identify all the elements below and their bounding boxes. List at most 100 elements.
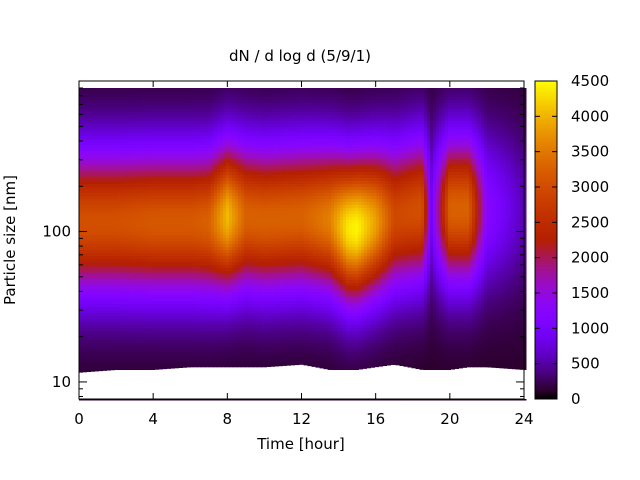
heatmap-cell <box>109 232 113 236</box>
heatmap-cell <box>208 109 212 113</box>
heatmap-cell <box>106 349 110 353</box>
heatmap-cell <box>97 196 101 200</box>
heatmap-cell <box>160 277 164 281</box>
heatmap-cell <box>109 190 113 194</box>
heatmap-cell <box>106 280 110 284</box>
heatmap-cell <box>139 154 143 158</box>
heatmap-cell <box>136 298 140 302</box>
heatmap-cell <box>88 214 92 218</box>
heatmap-cell <box>211 280 215 284</box>
heatmap-cell <box>175 190 179 194</box>
heatmap-cell <box>208 328 212 332</box>
heatmap-cell <box>190 274 194 278</box>
heatmap-cell <box>133 358 137 362</box>
heatmap-cell <box>175 289 179 293</box>
heatmap-cell <box>148 268 152 272</box>
heatmap-cell <box>112 361 116 365</box>
heatmap-cell <box>130 136 134 140</box>
heatmap-cell <box>136 265 140 269</box>
heatmap-cell <box>193 199 197 203</box>
heatmap-cell <box>151 292 155 296</box>
heatmap-cell <box>217 199 221 203</box>
heatmap-cell <box>151 325 155 329</box>
heatmap-cell <box>196 295 200 299</box>
heatmap-cell <box>163 298 167 302</box>
heatmap-cell <box>178 175 182 179</box>
heatmap-cell <box>97 259 101 263</box>
heatmap-cell <box>190 157 194 161</box>
heatmap-cell <box>202 190 206 194</box>
heatmap-cell <box>109 319 113 323</box>
heatmap-cell <box>196 94 200 98</box>
heatmap-cell <box>82 226 86 230</box>
heatmap-cell <box>193 190 197 194</box>
heatmap-cell <box>190 265 194 269</box>
heatmap-cell <box>196 361 200 365</box>
heatmap-cell <box>196 304 200 308</box>
heatmap-cell <box>196 172 200 176</box>
heatmap-cell <box>127 133 131 137</box>
heatmap-cell <box>112 205 116 209</box>
heatmap-cell <box>118 358 122 362</box>
heatmap-cell <box>97 271 101 275</box>
heatmap-cell <box>106 232 110 236</box>
heatmap-cell <box>151 229 155 233</box>
heatmap-cell <box>196 136 200 140</box>
heatmap-cell <box>136 337 140 341</box>
heatmap-cell <box>157 241 161 245</box>
heatmap-cell <box>88 226 92 230</box>
heatmap-cell <box>106 124 110 128</box>
heatmap-cell <box>169 256 173 260</box>
heatmap-cell <box>130 289 134 293</box>
heatmap-cell <box>184 271 188 275</box>
heatmap-cell <box>154 148 158 152</box>
heatmap-cell <box>148 346 152 350</box>
heatmap-cell <box>175 172 179 176</box>
heatmap-cell <box>202 274 206 278</box>
heatmap-cell <box>127 184 131 188</box>
heatmap-cell <box>190 154 194 158</box>
heatmap-cell <box>172 271 176 275</box>
heatmap-cell <box>181 334 185 338</box>
heatmap-cell <box>175 130 179 134</box>
heatmap-cell <box>118 364 122 368</box>
heatmap-cell <box>154 313 158 317</box>
heatmap-cell <box>112 355 116 359</box>
heatmap-cell <box>205 157 209 161</box>
heatmap-cell <box>160 355 164 359</box>
heatmap-cell <box>100 139 104 143</box>
heatmap-cell <box>79 280 83 284</box>
heatmap-cell <box>112 268 116 272</box>
heatmap-cell <box>106 214 110 218</box>
heatmap-cell <box>121 109 125 113</box>
heatmap-cell <box>220 202 224 206</box>
heatmap-cell <box>208 166 212 170</box>
heatmap-cell <box>214 106 218 110</box>
heatmap-cell <box>103 358 107 362</box>
heatmap-cell <box>151 148 155 152</box>
heatmap-cell <box>199 334 203 338</box>
heatmap-cell <box>139 226 143 230</box>
heatmap-cell <box>193 304 197 308</box>
heatmap-cell <box>169 304 173 308</box>
heatmap-cell <box>94 205 98 209</box>
heatmap-cell <box>205 244 209 248</box>
heatmap-cell <box>181 94 185 98</box>
heatmap-cell <box>223 97 227 101</box>
heatmap-cell <box>121 220 125 224</box>
heatmap-cell <box>181 163 185 167</box>
heatmap-cell <box>151 118 155 122</box>
heatmap-cell <box>145 88 149 92</box>
heatmap-cell <box>160 244 164 248</box>
heatmap-cell <box>205 151 209 155</box>
heatmap-cell <box>79 235 83 239</box>
heatmap-cell <box>157 262 161 266</box>
heatmap-cell <box>115 121 119 125</box>
heatmap-cell <box>178 100 182 104</box>
heatmap-cell <box>181 175 185 179</box>
heatmap-cell <box>130 241 134 245</box>
heatmap-cell <box>184 94 188 98</box>
heatmap-cell <box>199 337 203 341</box>
heatmap-cell <box>214 304 218 308</box>
heatmap-cell <box>85 169 89 173</box>
